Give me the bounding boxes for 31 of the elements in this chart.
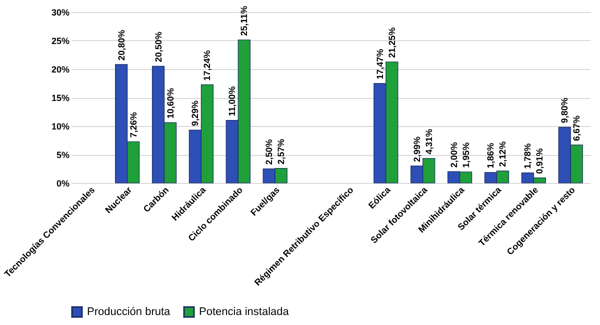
data-label: 17,24% [202,50,212,81]
y-tick-label: 20% [51,64,70,74]
legend-label: Producción bruta [87,306,172,318]
data-label: 1,78% [522,143,533,169]
legend-label: Potencia instalada [199,306,290,318]
data-label: 20,80% [116,30,126,60]
data-label: 10,60% [165,88,176,119]
data-label: 1,86% [486,142,496,168]
y-tick-label: 25% [51,36,70,46]
data-label: 11,00% [227,86,238,116]
data-label: 2,50% [264,139,274,165]
data-label: 20,50% [153,32,164,62]
data-label: 2,57% [276,138,286,164]
data-label: 9,29% [190,100,200,126]
y-tick-label: 10% [51,122,70,132]
data-label: 17,47% [374,48,385,80]
data-label: 2,12% [498,141,508,167]
y-tick-label: 30% [51,8,70,18]
y-tick-label: 0% [56,178,70,188]
data-label: 25,11% [239,6,250,36]
data-label: 6,67% [572,115,582,141]
data-label: 4,31% [424,128,434,154]
y-tick-label: 5% [56,150,70,160]
data-label: 21,25% [386,27,397,58]
y-tick-label: 15% [51,93,70,103]
data-label: 2,99% [412,136,422,162]
data-label: 0,91% [534,148,545,174]
data-label: 9,80% [560,98,570,124]
data-label: 7,26% [128,112,138,138]
data-label: 1,95% [460,142,471,168]
data-label: 2,00% [448,142,459,168]
